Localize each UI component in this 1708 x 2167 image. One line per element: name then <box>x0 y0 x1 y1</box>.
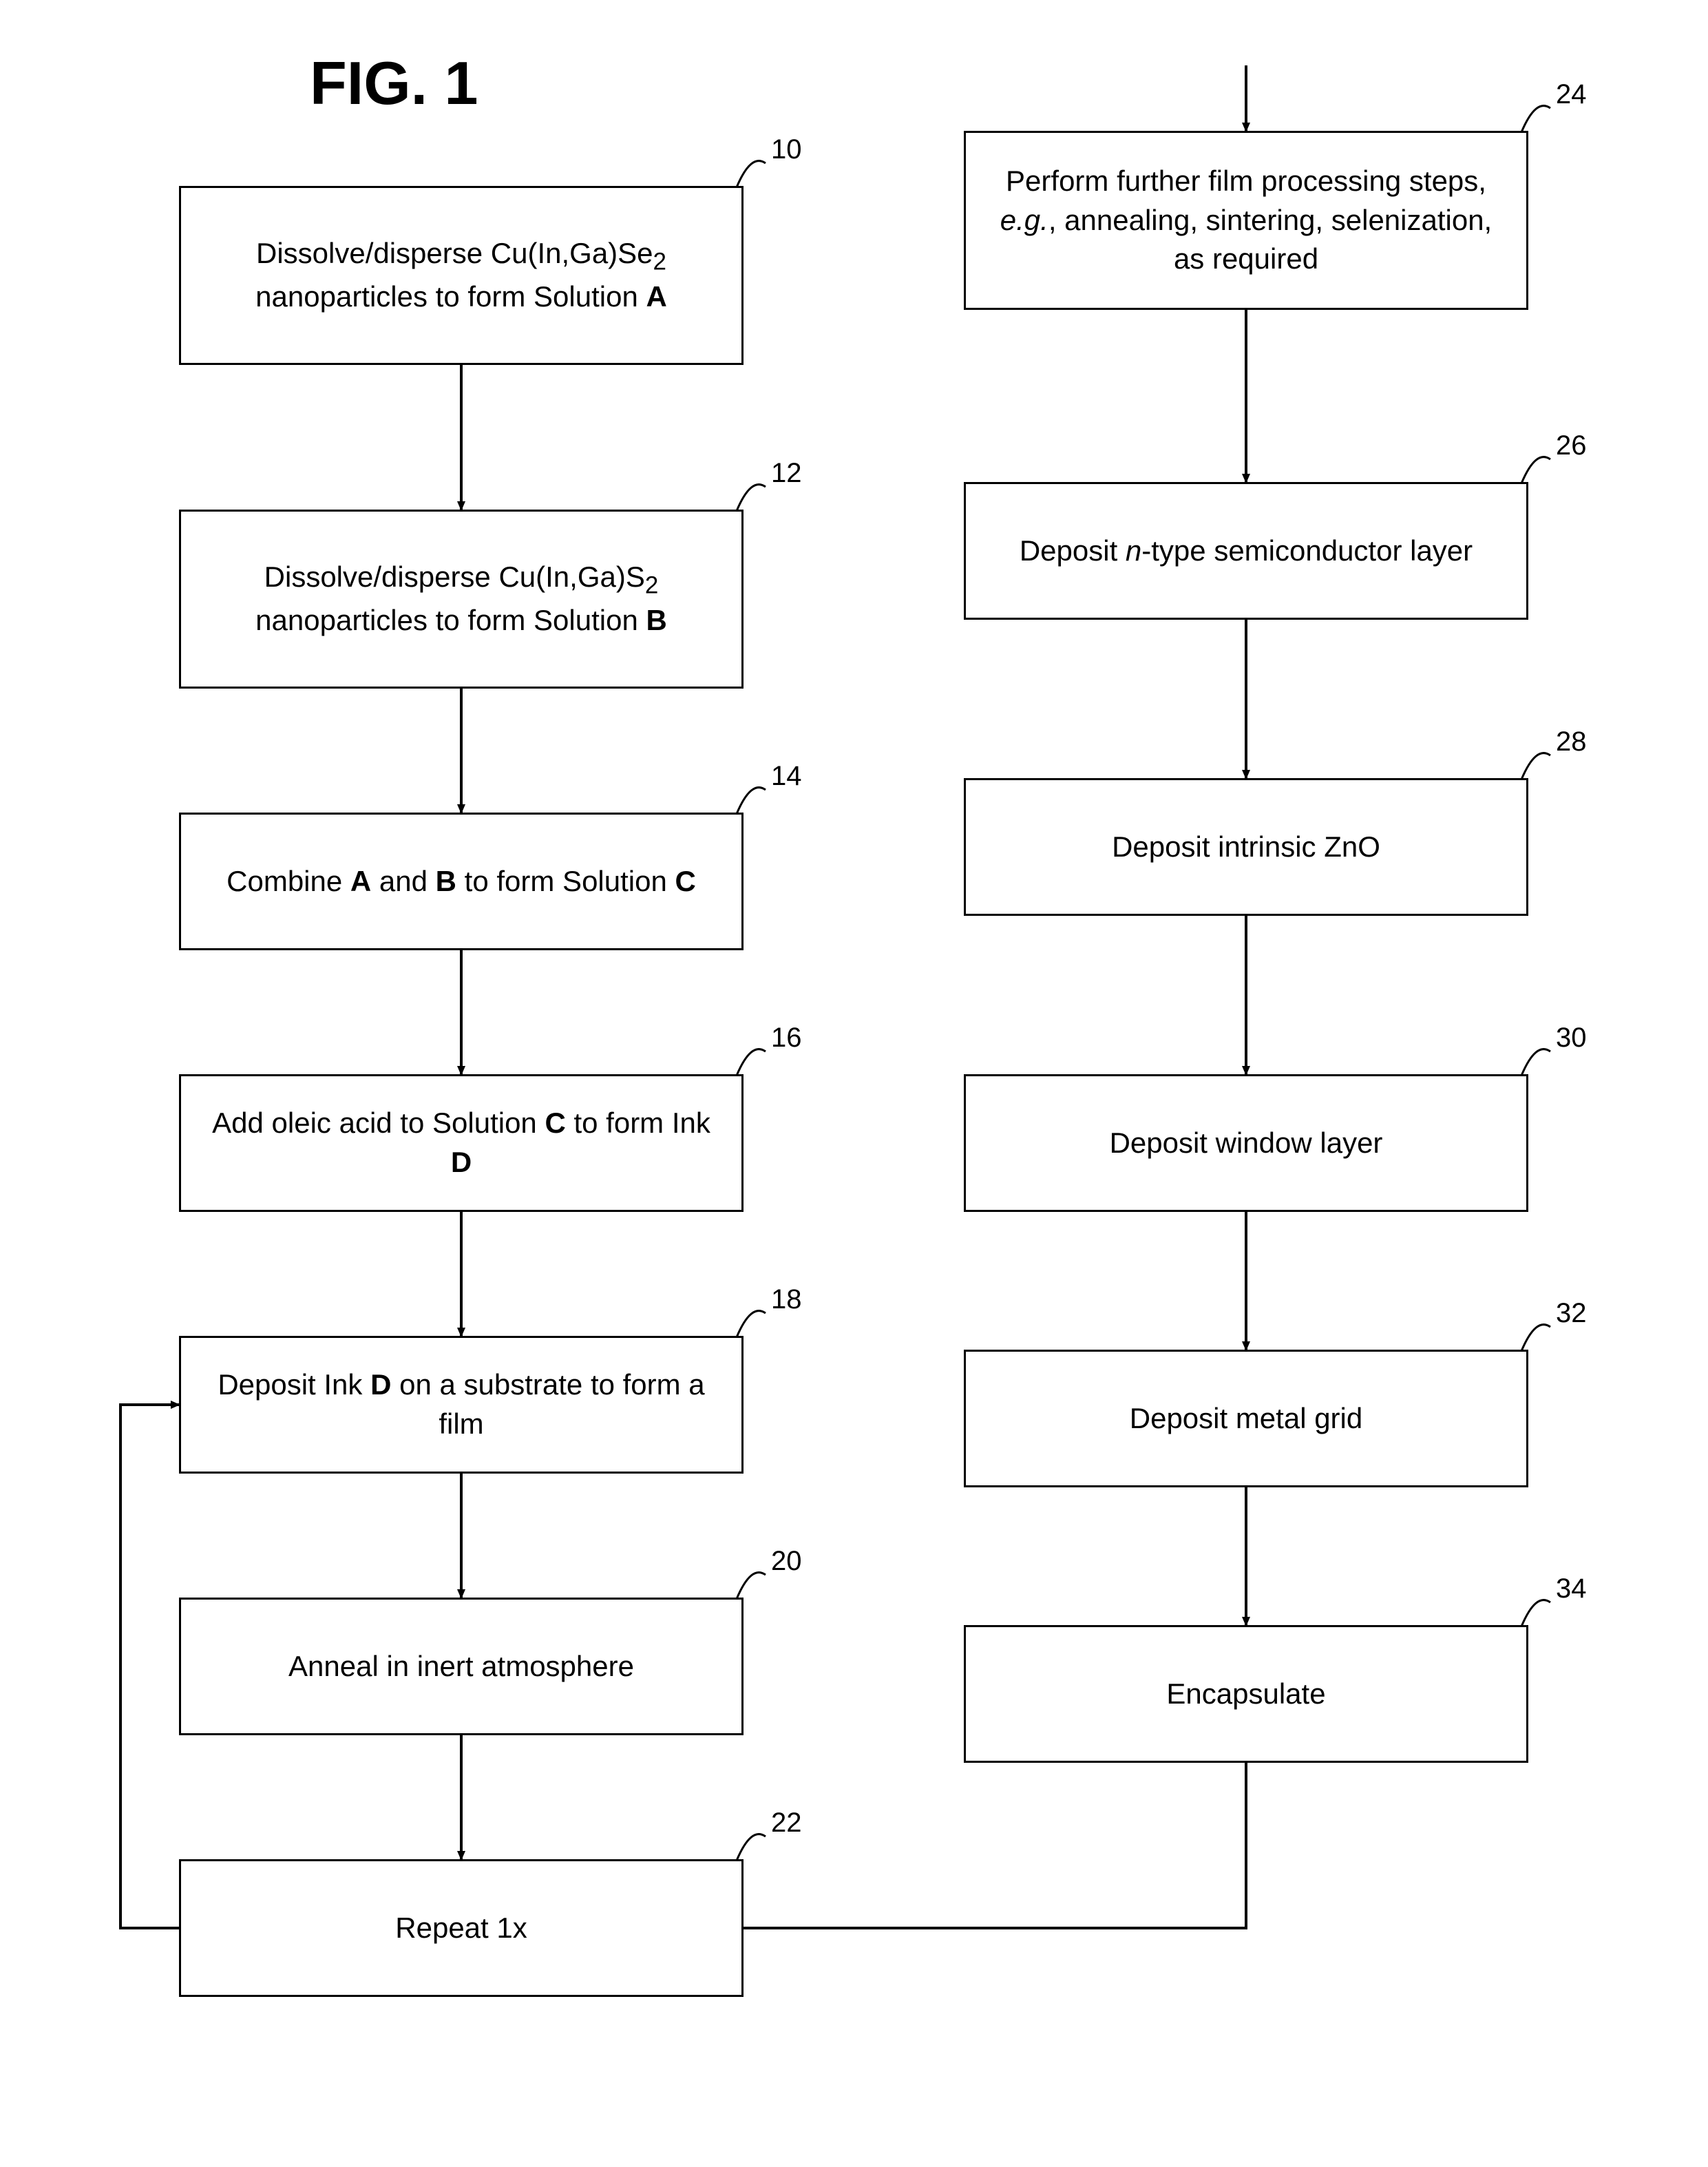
flow-box-24: Perform further film processing steps, e… <box>964 131 1528 310</box>
flow-box-34: Encapsulate <box>964 1625 1528 1763</box>
ref-label-16: 16 <box>771 1023 802 1054</box>
flow-box-label: Deposit window layer <box>1110 1124 1383 1163</box>
ref-label-28: 28 <box>1556 726 1587 757</box>
flow-box-20: Anneal in inert atmosphere <box>179 1598 744 1735</box>
flow-box-label: Anneal in inert atmosphere <box>288 1647 634 1686</box>
flow-box-label: Encapsulate <box>1166 1675 1325 1714</box>
flow-box-10: Dissolve/disperse Cu(In,Ga)Se2 nanoparti… <box>179 186 744 365</box>
flow-box-label: Repeat 1x <box>395 1909 527 1948</box>
ref-label-30: 30 <box>1556 1023 1587 1054</box>
ref-label-14: 14 <box>771 761 802 792</box>
flow-box-28: Deposit intrinsic ZnO <box>964 778 1528 916</box>
flow-box-12: Dissolve/disperse Cu(In,Ga)S2 nanopartic… <box>179 510 744 689</box>
ref-label-24: 24 <box>1556 79 1587 110</box>
flow-box-16: Add oleic acid to Solution C to form Ink… <box>179 1074 744 1212</box>
ref-label-20: 20 <box>771 1546 802 1577</box>
flow-box-label: Deposit intrinsic ZnO <box>1112 828 1380 867</box>
flow-box-label: Dissolve/disperse Cu(In,Ga)S2 nanopartic… <box>202 558 721 640</box>
flow-box-14: Combine A and B to form Solution C <box>179 813 744 950</box>
flow-box-label: Deposit metal grid <box>1130 1399 1362 1438</box>
ref-label-18: 18 <box>771 1284 802 1315</box>
flow-box-label: Deposit n-type semiconductor layer <box>1020 532 1473 571</box>
ref-label-26: 26 <box>1556 430 1587 461</box>
figure-title: FIG. 1 <box>310 48 478 118</box>
ref-label-12: 12 <box>771 458 802 489</box>
flow-box-18: Deposit Ink D on a substrate to form a f… <box>179 1336 744 1474</box>
flowchart-canvas: FIG. 1 Dissolve/disperse Cu(In,Ga)Se2 na… <box>0 0 1708 2167</box>
flow-box-label: Deposit Ink D on a substrate to form a f… <box>202 1365 721 1443</box>
flow-box-32: Deposit metal grid <box>964 1350 1528 1487</box>
flow-box-label: Combine A and B to form Solution C <box>226 862 696 901</box>
ref-label-22: 22 <box>771 1808 802 1839</box>
flow-box-label: Perform further film processing steps, e… <box>987 162 1506 279</box>
flow-box-label: Dissolve/disperse Cu(In,Ga)Se2 nanoparti… <box>202 234 721 317</box>
flow-box-22: Repeat 1x <box>179 1859 744 1997</box>
flow-box-label: Add oleic acid to Solution C to form Ink… <box>202 1104 721 1182</box>
ref-label-34: 34 <box>1556 1573 1587 1604</box>
ref-label-10: 10 <box>771 134 802 165</box>
flow-box-30: Deposit window layer <box>964 1074 1528 1212</box>
ref-label-32: 32 <box>1556 1298 1587 1329</box>
flow-box-26: Deposit n-type semiconductor layer <box>964 482 1528 620</box>
